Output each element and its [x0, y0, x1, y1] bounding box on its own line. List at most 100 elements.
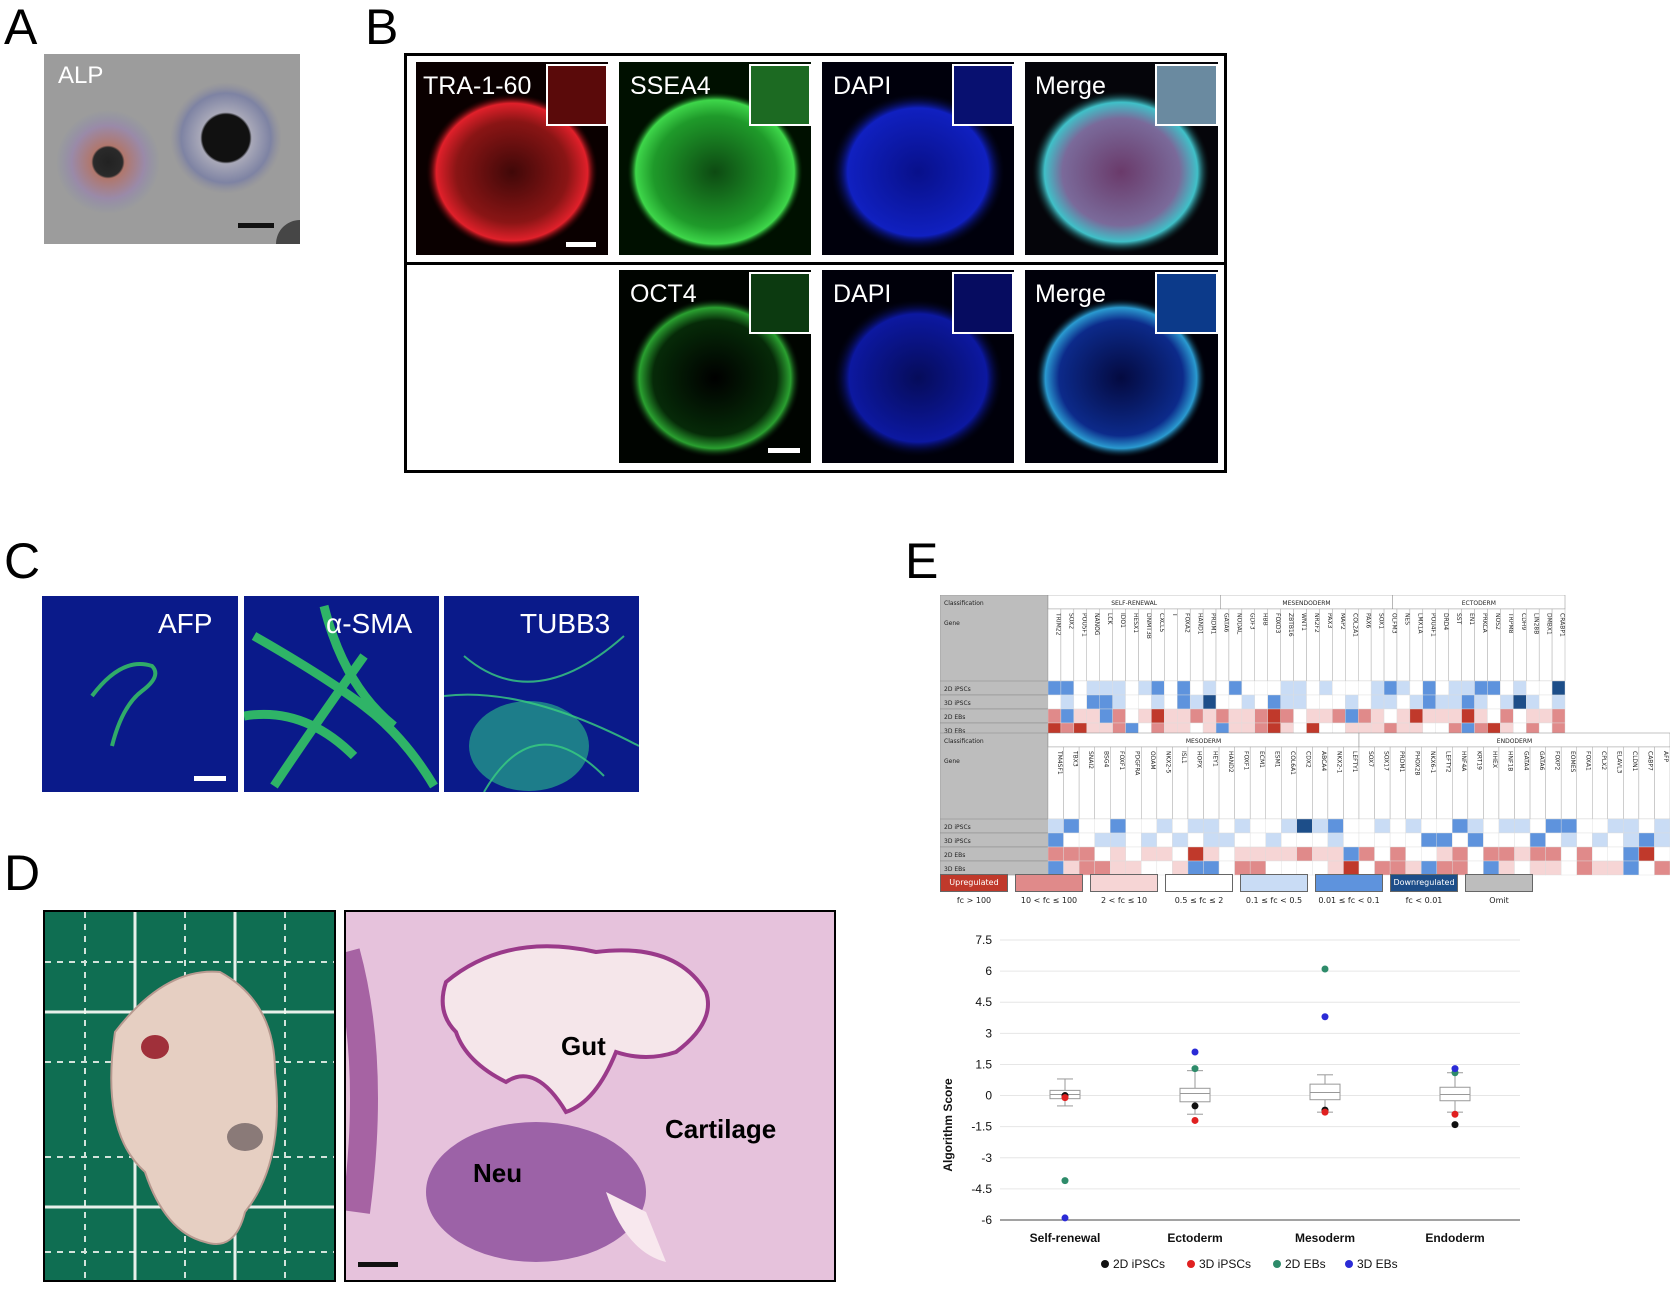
- heatmap-cell: [1241, 694, 1256, 710]
- heatmap-cell: [1374, 818, 1391, 834]
- condition-label: 3D iPSCs: [944, 838, 971, 845]
- gene-name: LMX1A: [1416, 613, 1423, 634]
- heatmap-cell: [1215, 694, 1230, 710]
- gene-name: LEFTY2: [1445, 751, 1452, 773]
- panel-b-divider: [404, 262, 1227, 265]
- heatmap-cell: [1435, 708, 1449, 724]
- heatmap-cell: [1529, 832, 1546, 848]
- heatmap-cell: [1047, 708, 1062, 724]
- legend-entry: 2D iPSCs: [1113, 1257, 1165, 1271]
- heatmap-cell: [1202, 680, 1217, 696]
- heatmap-cell: [1343, 846, 1360, 862]
- heatmap-cell: [1267, 694, 1281, 710]
- heatmap-cell: [1187, 832, 1204, 848]
- y-tick-label: -6: [981, 1213, 992, 1227]
- oct4-label: OCT4: [630, 280, 697, 308]
- gene-name: BSG4: [1102, 751, 1109, 767]
- heatmap-cell: [1177, 680, 1191, 696]
- heatmap-cell: [1060, 694, 1075, 710]
- gene-name: EN1: [1468, 613, 1475, 625]
- heatmap-cell: [1141, 818, 1158, 834]
- ssea4-image: [619, 62, 811, 255]
- legend-marker: [1101, 1260, 1109, 1268]
- gene-name: WNT1: [1300, 613, 1307, 631]
- y-tick-label: 6: [985, 964, 992, 978]
- heatmap-cell: [1078, 832, 1095, 848]
- heatmap-cell: [1374, 832, 1391, 848]
- gene-name: PRDM1: [1210, 613, 1217, 635]
- heatmap-cell: [1312, 832, 1329, 848]
- legend-marker: [1187, 1260, 1195, 1268]
- gene-name: CLDN1: [1631, 751, 1638, 772]
- heatmap-cell: [1461, 694, 1475, 710]
- gene-group-label: ECTODERM: [1462, 600, 1496, 607]
- heatmap-cell: [1436, 846, 1453, 862]
- heatmap-cell: [1526, 708, 1540, 724]
- x-tick-label: Endoderm: [1425, 1231, 1484, 1245]
- heatmap-cell: [1487, 708, 1501, 724]
- heatmap-cell: [1073, 708, 1087, 724]
- gene-label: Gene: [944, 758, 960, 765]
- gene-name: GATA4: [1522, 751, 1529, 771]
- panel-label-e: E: [905, 533, 939, 589]
- heatmap-cell: [1592, 832, 1609, 848]
- y-tick-label: 4.5: [975, 995, 992, 1009]
- heatmap-cell: [1094, 832, 1111, 848]
- heatmap-cell: [1332, 680, 1346, 696]
- scale-bar-b1: [566, 242, 596, 247]
- heatmap-cell: [1638, 818, 1655, 834]
- alp-colonies-svg: [56, 82, 300, 244]
- heatmap-cell: [1576, 832, 1593, 848]
- dapi-inset-2: [952, 272, 1014, 334]
- heatmap-cell: [1654, 860, 1670, 876]
- gene-name: SOX7: [1367, 751, 1374, 767]
- heatmap-cell: [1435, 694, 1449, 710]
- heatmap-cell: [1306, 694, 1320, 710]
- gene-name: TRPM8: [1507, 612, 1514, 634]
- heatmap-cell: [1422, 694, 1436, 710]
- heatmap-cell: [1396, 708, 1411, 724]
- heatmap-cell: [1576, 818, 1593, 834]
- gene-name: DNMT3B: [1145, 613, 1152, 639]
- heatmap-cell: [1125, 680, 1139, 696]
- heatmap-cell: [1109, 832, 1126, 848]
- heatmap-cell: [1267, 680, 1281, 696]
- data-point: [1061, 1214, 1069, 1222]
- heatmap-cell: [1078, 846, 1095, 862]
- data-point: [1191, 1102, 1199, 1110]
- heatmap-cell: [1560, 832, 1577, 848]
- gene-name: LEFTY1: [1351, 751, 1358, 773]
- heatmap-cell: [1405, 846, 1422, 862]
- x-tick-label: Mesoderm: [1295, 1231, 1355, 1245]
- heatmap-cell: [1500, 680, 1514, 696]
- legend-entry: 3D EBs: [1357, 1257, 1398, 1271]
- heatmap-cell: [1421, 846, 1437, 862]
- gene-name: KRT19: [1476, 751, 1483, 770]
- merge-inset-1: [1155, 64, 1218, 126]
- heatmap-cell: [1383, 680, 1398, 696]
- heatmap-cell: [1560, 818, 1577, 834]
- heatmap-cell: [1254, 708, 1268, 724]
- heatmap-cell: [1421, 818, 1437, 834]
- heatmap-cell: [1345, 680, 1359, 696]
- heatmap-cell: [1265, 846, 1282, 862]
- heatmap-cell: [1319, 680, 1333, 696]
- dapi-inset-1: [952, 64, 1014, 126]
- heatmap-cell: [1086, 694, 1100, 710]
- heatmap-cell: [1435, 680, 1449, 696]
- gene-name: GATA6: [1538, 751, 1545, 771]
- heatmap-cell: [1112, 708, 1126, 724]
- box: [1179, 1087, 1211, 1103]
- gene-group-label: SELF-RENEWAL: [1111, 600, 1158, 607]
- heatmap-cell: [1047, 680, 1062, 696]
- heatmap-cell: [1141, 832, 1158, 848]
- y-tick-label: -3: [981, 1151, 992, 1165]
- heatmap-cell: [1592, 846, 1609, 862]
- gene-group-label: MESODERM: [1186, 738, 1221, 745]
- gene-name: FOXP2: [1553, 751, 1560, 771]
- gene-name: POU5F1: [1080, 613, 1087, 637]
- heatmap-cell: [1538, 694, 1553, 710]
- heatmap-cell: [1319, 708, 1333, 724]
- heatmap-cell: [1448, 708, 1462, 724]
- heatmap-cell: [1370, 694, 1385, 710]
